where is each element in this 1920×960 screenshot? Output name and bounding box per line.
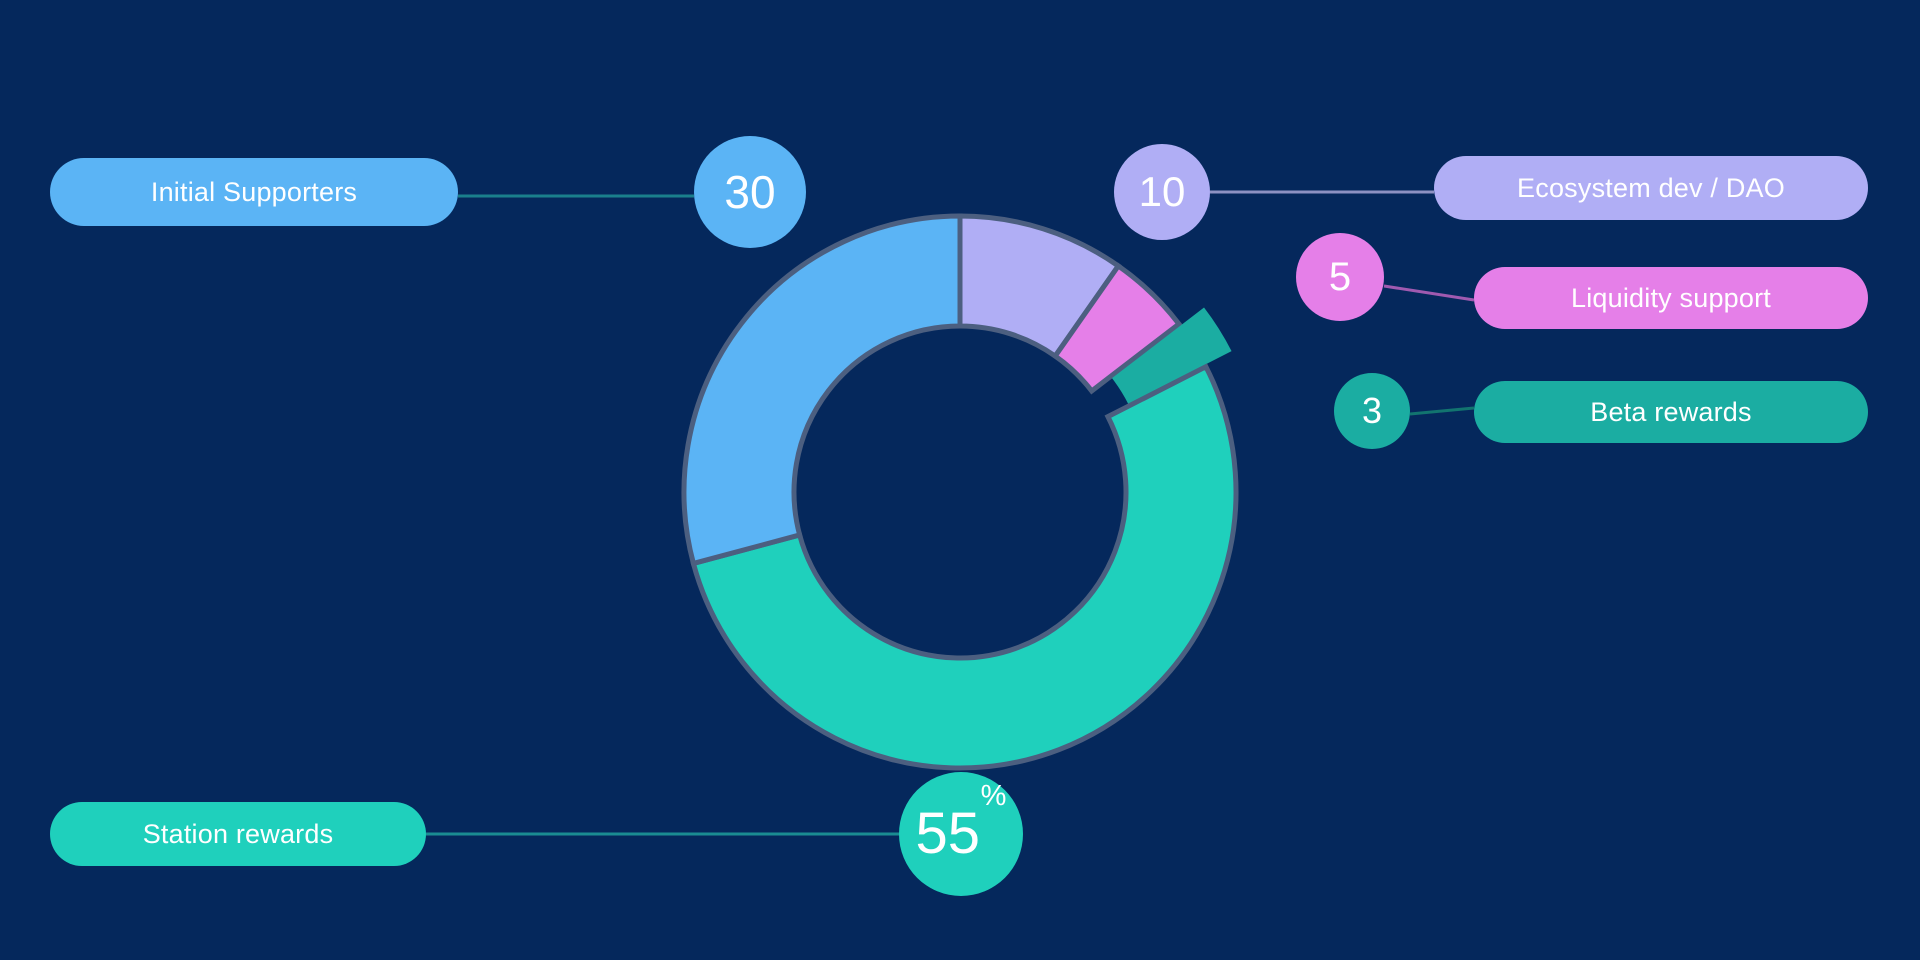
connector-lines <box>426 190 1475 836</box>
donut-slice[interactable] <box>690 363 1239 771</box>
slice-value-text: 3 <box>1361 390 1383 431</box>
slice-value-bubble[interactable]: 3 <box>1334 373 1410 449</box>
slice-value-bubble[interactable]: 30 <box>694 136 806 248</box>
slice-label-text: Beta rewards <box>1590 396 1752 427</box>
callout-connector-2 <box>1409 406 1475 416</box>
donut-slice[interactable] <box>1051 262 1183 395</box>
donut-slices <box>681 213 1239 771</box>
slice-label-pill[interactable]: Liquidity support <box>1474 267 1868 329</box>
slice-value-bubble[interactable]: 5 <box>1296 233 1384 321</box>
slice-value-text: 30 <box>724 166 776 218</box>
donut-slice[interactable] <box>681 213 963 567</box>
slice-value-bubble[interactable]: 55% <box>899 772 1023 896</box>
slice-value-unit: % <box>980 779 1007 812</box>
slice-label-text: Station rewards <box>142 818 334 849</box>
callout-connector-1 <box>1383 284 1475 302</box>
slice-value-text: 55 <box>915 801 981 866</box>
slice-label-pill[interactable]: Initial Supporters <box>50 158 458 226</box>
slice-value-bubble[interactable]: 10 <box>1114 144 1210 240</box>
slice-label-text: Ecosystem dev / DAO <box>1517 172 1785 203</box>
slice-label-pill[interactable]: Beta rewards <box>1474 381 1868 443</box>
slice-label-text: Liquidity support <box>1570 282 1772 313</box>
slice-value-text: 10 <box>1138 168 1186 215</box>
donut-slice[interactable] <box>1111 307 1232 404</box>
slice-label-pill[interactable]: Station rewards <box>50 802 426 866</box>
slice-label-text: Initial Supporters <box>150 176 358 207</box>
slice-value-text: 5 <box>1328 255 1352 299</box>
slice-label-pill[interactable]: Ecosystem dev / DAO <box>1434 156 1868 220</box>
